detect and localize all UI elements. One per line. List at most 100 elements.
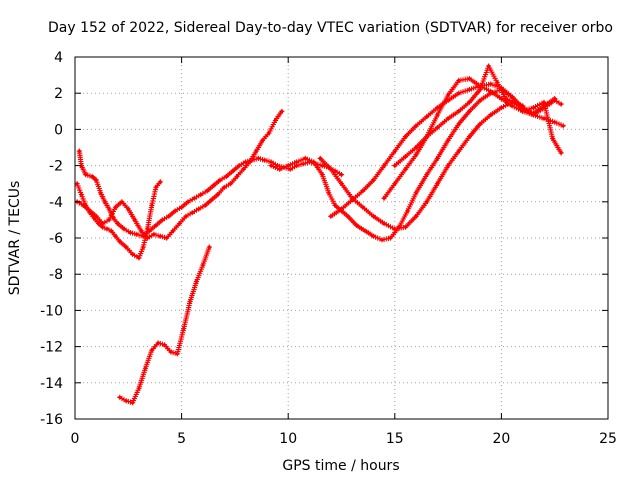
data-point bbox=[167, 214, 171, 218]
data-point bbox=[188, 299, 192, 303]
data-point bbox=[457, 91, 461, 95]
data-point bbox=[403, 225, 408, 229]
data-point bbox=[145, 236, 150, 240]
data-point bbox=[197, 207, 201, 211]
data-point bbox=[133, 218, 137, 222]
data-point bbox=[521, 109, 525, 113]
data-point bbox=[393, 227, 397, 231]
data-point bbox=[212, 183, 216, 188]
data-point bbox=[435, 156, 439, 160]
data-point bbox=[207, 245, 211, 249]
x-tick-label: 15 bbox=[386, 431, 404, 447]
y-tick-label: -16 bbox=[40, 412, 63, 428]
data-point bbox=[280, 109, 284, 113]
data-point bbox=[79, 193, 83, 197]
data-point bbox=[329, 214, 333, 218]
data-point bbox=[122, 227, 126, 231]
data-point bbox=[75, 182, 79, 186]
grid bbox=[75, 57, 608, 419]
x-tick-label: 10 bbox=[279, 431, 297, 447]
data-point bbox=[361, 189, 365, 193]
data-point bbox=[446, 138, 450, 142]
data-point bbox=[139, 229, 143, 233]
data-point bbox=[380, 238, 384, 242]
data-point bbox=[435, 113, 439, 117]
data-point bbox=[180, 205, 184, 209]
data-point bbox=[205, 189, 209, 193]
data-point bbox=[371, 234, 376, 238]
data-point bbox=[113, 205, 118, 209]
data-point bbox=[278, 167, 282, 171]
data-point bbox=[107, 218, 111, 222]
data-point bbox=[403, 167, 408, 171]
data-point bbox=[94, 214, 98, 218]
data-point bbox=[561, 124, 565, 128]
data-point bbox=[231, 169, 235, 173]
series-line bbox=[319, 101, 564, 230]
y-tick-label: -8 bbox=[49, 267, 63, 283]
data-point bbox=[118, 240, 122, 244]
data-point bbox=[363, 229, 367, 233]
data-point bbox=[224, 174, 228, 179]
data-point bbox=[446, 116, 450, 121]
data-point bbox=[489, 113, 493, 117]
data-point bbox=[237, 164, 241, 168]
data-point bbox=[131, 401, 135, 405]
data-point bbox=[79, 164, 83, 168]
data-point bbox=[371, 214, 376, 218]
data-point bbox=[295, 164, 299, 168]
data-point bbox=[295, 160, 299, 164]
data-point bbox=[152, 232, 156, 236]
data-point bbox=[414, 145, 418, 150]
data-point bbox=[467, 100, 471, 104]
y-tick-label: -12 bbox=[40, 340, 63, 356]
data-point bbox=[489, 89, 493, 93]
series-plus-markers bbox=[74, 108, 285, 241]
data-point bbox=[414, 214, 418, 218]
tick-labels: 0 5 10 15 20 25 -16 -14 -12 -10 -8 -6 -4 -2 0 2 4 bbox=[40, 50, 617, 447]
y-tick-label: 4 bbox=[54, 50, 63, 66]
data-point bbox=[261, 138, 265, 142]
data-point bbox=[241, 167, 245, 171]
series-line bbox=[119, 246, 210, 404]
data-point bbox=[414, 124, 418, 128]
data-point bbox=[186, 200, 190, 204]
data-point bbox=[457, 149, 461, 153]
data-point bbox=[286, 164, 290, 168]
data-point bbox=[184, 214, 188, 218]
data-point bbox=[339, 173, 344, 177]
data-point bbox=[553, 120, 557, 124]
data-point bbox=[521, 104, 525, 108]
data-point bbox=[333, 203, 337, 207]
data-point bbox=[382, 221, 386, 226]
data-point bbox=[446, 164, 450, 168]
series-plus-markers bbox=[76, 148, 345, 239]
data-point bbox=[118, 395, 122, 399]
data-point bbox=[499, 97, 503, 101]
data-point bbox=[88, 209, 92, 213]
data-point bbox=[158, 180, 162, 184]
data-point bbox=[96, 221, 101, 226]
x-tick-label: 25 bbox=[599, 431, 617, 447]
data-point bbox=[162, 343, 167, 347]
data-point bbox=[190, 211, 194, 215]
data-point bbox=[301, 162, 305, 166]
series-arc-h bbox=[381, 76, 564, 201]
data-point bbox=[510, 104, 514, 108]
series-plus-markers bbox=[117, 244, 212, 406]
data-point bbox=[551, 136, 555, 140]
data-point bbox=[107, 207, 111, 211]
y-axis-label: SDTVAR / TECUs bbox=[7, 181, 23, 296]
data-point bbox=[346, 214, 350, 218]
data-point bbox=[116, 221, 120, 226]
data-point bbox=[382, 196, 386, 200]
data-point bbox=[425, 200, 429, 204]
data-point bbox=[109, 229, 113, 233]
x-tick-label: 20 bbox=[492, 431, 510, 447]
data-point bbox=[553, 97, 557, 101]
data-point bbox=[150, 348, 154, 352]
data-point bbox=[403, 135, 408, 139]
data-point bbox=[542, 116, 546, 121]
data-point bbox=[137, 386, 141, 390]
y-tick-label: -10 bbox=[40, 303, 63, 319]
